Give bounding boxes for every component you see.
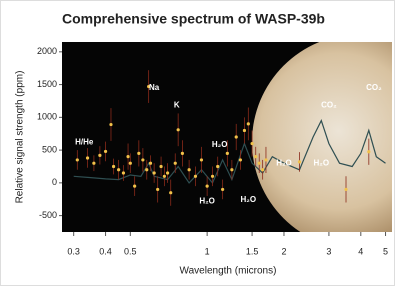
y-tick-label: 1500 [37,79,57,89]
y-tick-label: 2000 [37,46,57,56]
data-point [153,171,156,174]
data-point [264,158,267,161]
data-point [298,160,301,163]
data-point [163,175,166,178]
x-tick-label: 0.3 [67,246,80,256]
data-point [221,188,224,191]
y-tick-label: 500 [42,144,57,154]
y-tick-label: 1000 [37,112,57,122]
data-point [145,168,148,171]
y-axis-label: Relative signal strength (ppm) [15,71,26,204]
data-point [243,129,246,132]
data-point [137,152,140,155]
data-point [247,122,250,125]
chart: Comprehensive spectrum of WASP-39b Wavel… [0,0,395,286]
y-tick-label: -500 [39,210,57,220]
x-tick-label: 0.4 [99,246,112,256]
data-point [104,150,107,153]
data-point [188,168,191,171]
data-point [216,165,219,168]
data-point [200,158,203,161]
annotation: H₂O [313,158,329,167]
data-point [254,155,257,158]
x-tick-label: 3 [326,246,331,256]
data-point [367,150,370,153]
data-point [226,152,229,155]
data-point [122,171,125,174]
data-point [194,175,197,178]
data-point [129,162,132,165]
annotation: CO₂ [321,101,337,110]
data-point [92,162,95,165]
annotation: H₂O [276,158,292,167]
annotation: H₂O [212,140,228,149]
x-tick-label: 5 [383,246,388,256]
data-point [174,162,177,165]
data-point [133,185,136,188]
data-point [235,135,238,138]
annotation: CO₂ [366,83,382,92]
data-point [206,185,209,188]
x-axis-label: Wavelength (microns) [180,266,277,277]
data-point [239,158,242,161]
data-point [169,191,172,194]
data-point [149,162,152,165]
data-point [177,128,180,131]
data-point [117,168,120,171]
x-tick-label: 0.5 [124,246,137,256]
data-point [250,142,253,145]
data-point [141,158,144,161]
data-point [261,168,264,171]
data-point [166,171,169,174]
data-point [76,158,79,161]
data-point [230,168,233,171]
chart-title: Comprehensive spectrum of WASP-39b [62,11,325,27]
data-point [181,152,184,155]
data-point [109,123,112,126]
x-tick-label: 1.5 [246,246,259,256]
annotation: Na [149,83,160,92]
x-tick-label: 2 [281,246,286,256]
data-point [159,165,162,168]
x-tick-label: 4 [358,246,363,256]
y-tick-label: 0 [52,177,57,187]
data-point [112,165,115,168]
page: {"chart_data": {"type": "scatter", "titl… [0,0,395,286]
data-point [156,188,159,191]
annotation: H/He [75,137,94,146]
data-point [258,162,261,165]
annotation: H₂O [241,195,257,204]
data-point [86,156,89,159]
x-tick-label: 1 [205,246,210,256]
data-point [211,175,214,178]
data-point [344,188,347,191]
annotation: H₂O [199,196,215,205]
data-point [98,154,101,157]
annotation: K [174,101,180,110]
data-point [126,155,129,158]
